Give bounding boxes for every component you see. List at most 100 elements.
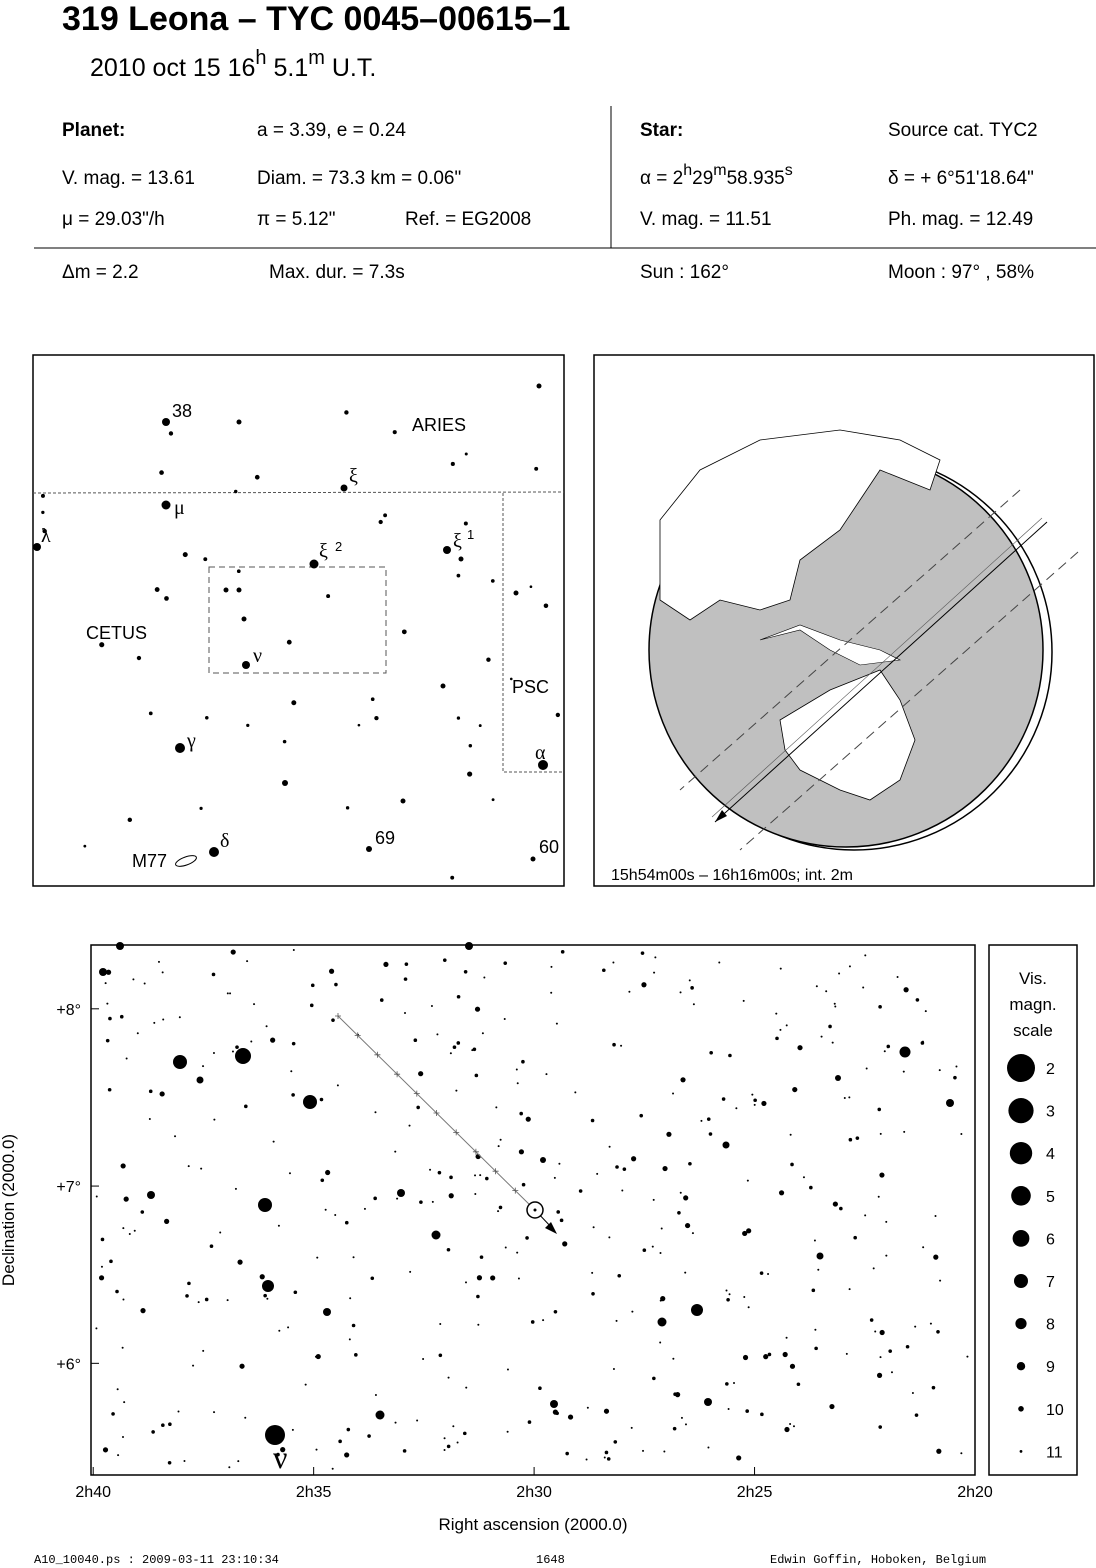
star (848, 1096, 851, 1099)
star (439, 1322, 442, 1325)
star-label: ν (253, 645, 262, 667)
star (159, 1091, 165, 1097)
star-label: 60 (539, 837, 559, 857)
star (223, 587, 229, 593)
star (679, 991, 682, 994)
x-tick-label: 2h40 (75, 1484, 111, 1501)
globe-caption: 15h54m00s – 16h16m00s; int. 2m (611, 867, 853, 884)
star (226, 992, 229, 995)
star (401, 629, 407, 635)
star (792, 1086, 798, 1093)
star (874, 1330, 877, 1333)
star (234, 1187, 237, 1190)
heading: Planet: (62, 120, 125, 141)
star (746, 1179, 749, 1182)
track-tick (335, 1013, 341, 1019)
star (209, 1244, 214, 1248)
subtitle-part: 2010 oct 15 16 (90, 54, 255, 82)
star (183, 1459, 186, 1462)
star (456, 1041, 461, 1045)
star (672, 1426, 677, 1431)
star (763, 1354, 769, 1360)
star (673, 1392, 677, 1397)
star (319, 1097, 324, 1102)
star (622, 1167, 627, 1171)
star (370, 697, 375, 702)
star (596, 1172, 599, 1175)
star (490, 1275, 496, 1281)
star (792, 1425, 795, 1428)
star (430, 1004, 433, 1007)
star (177, 1410, 180, 1413)
star (153, 1021, 156, 1024)
star (120, 1163, 126, 1169)
star (495, 1106, 498, 1109)
y-axis-label: Declination (2000.0) (0, 1134, 18, 1286)
star (946, 1099, 954, 1107)
star (518, 1149, 525, 1155)
star (107, 1087, 112, 1092)
star (367, 1434, 371, 1438)
star (241, 616, 247, 622)
star (864, 1214, 867, 1217)
star (553, 1176, 556, 1179)
star (666, 1131, 672, 1137)
star (265, 1025, 268, 1028)
star (680, 1416, 683, 1419)
star (746, 1228, 752, 1234)
frame (593, 354, 1095, 887)
frame (90, 944, 976, 1476)
star (574, 1091, 577, 1094)
legend-label: 7 (1046, 1274, 1055, 1291)
star (911, 1391, 914, 1394)
star (517, 1277, 520, 1280)
star (612, 1367, 615, 1370)
legend-label: 9 (1046, 1359, 1055, 1376)
star (315, 1448, 318, 1451)
star (456, 994, 461, 999)
legend-dot (1019, 1450, 1023, 1453)
star (344, 1220, 349, 1225)
star (209, 847, 219, 857)
star (116, 1388, 119, 1391)
star (122, 1298, 125, 1301)
star (40, 493, 45, 498)
star (277, 1224, 280, 1227)
star (136, 655, 142, 661)
star (604, 1450, 609, 1455)
star (615, 1319, 618, 1322)
star (366, 846, 372, 852)
star (706, 1117, 711, 1121)
star (914, 1325, 917, 1328)
star (864, 954, 867, 957)
star (509, 677, 513, 681)
land (759, 624, 902, 666)
frame (32, 354, 565, 887)
star (933, 1254, 939, 1260)
star (228, 1466, 231, 1469)
star (291, 700, 297, 706)
x-axis-label: Right ascension (2000.0) (438, 1515, 627, 1534)
star (692, 1003, 695, 1006)
star (775, 1036, 779, 1041)
star (293, 1290, 298, 1295)
star (204, 1297, 209, 1302)
star (708, 1132, 713, 1136)
star (742, 1230, 748, 1237)
star (641, 982, 647, 988)
star (814, 1346, 818, 1351)
star (282, 739, 287, 744)
star (340, 484, 348, 492)
star (244, 1416, 247, 1419)
star (503, 1018, 506, 1021)
star (879, 1132, 882, 1135)
cell: π = 5.12" (257, 209, 336, 230)
star (796, 1382, 801, 1387)
star (416, 1105, 420, 1110)
star (338, 1439, 342, 1444)
star (938, 1069, 941, 1072)
star (250, 1040, 253, 1043)
star (236, 587, 242, 593)
star (684, 1222, 691, 1229)
star (815, 985, 818, 988)
